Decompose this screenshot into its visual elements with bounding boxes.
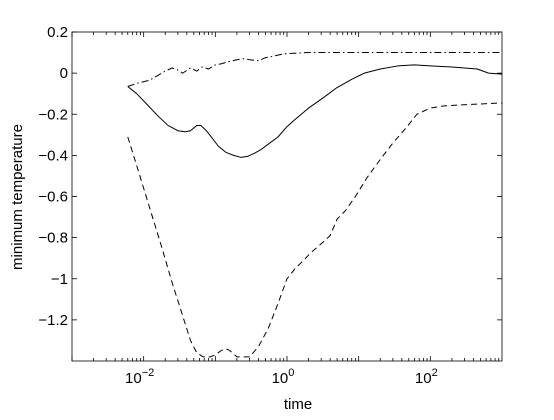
series-line-solid xyxy=(127,64,503,158)
x-tick-exponent: −2 xyxy=(142,367,155,379)
y-tick-label: 0.2 xyxy=(47,24,68,41)
plot-area xyxy=(71,31,503,362)
x-tick-label: 100 xyxy=(272,367,295,387)
y-tick-label: −0.4 xyxy=(38,147,68,164)
x-tick-label: 102 xyxy=(415,367,438,387)
series-line-dashdot xyxy=(127,52,502,87)
y-tick-label: −0.2 xyxy=(38,106,68,123)
y-tick-label: −1.2 xyxy=(38,312,68,329)
series-layer xyxy=(127,52,503,358)
x-tick-base: 10 xyxy=(125,370,142,387)
y-tick-label: −0.6 xyxy=(38,189,68,206)
x-axis-ticks: 10−2 100 102 xyxy=(71,32,500,387)
y-axis-label: minimum temperature xyxy=(9,124,26,270)
x-tick-exponent: 0 xyxy=(288,367,294,379)
y-tick-label: 0 xyxy=(60,65,68,82)
x-tick-base: 10 xyxy=(415,370,432,387)
x-tick-exponent: 2 xyxy=(432,367,438,379)
x-axis-label: time xyxy=(284,396,312,413)
y-tick-label: −1 xyxy=(51,271,68,288)
y-axis-ticks: 0.2 0 −0.2 −0.4 −0.6 −0.8 −1 −1.2 xyxy=(38,24,502,329)
x-tick-label: 10−2 xyxy=(125,367,154,387)
series-line-dashed xyxy=(127,102,503,358)
y-tick-label: −0.8 xyxy=(38,230,68,247)
x-tick-base: 10 xyxy=(272,370,289,387)
